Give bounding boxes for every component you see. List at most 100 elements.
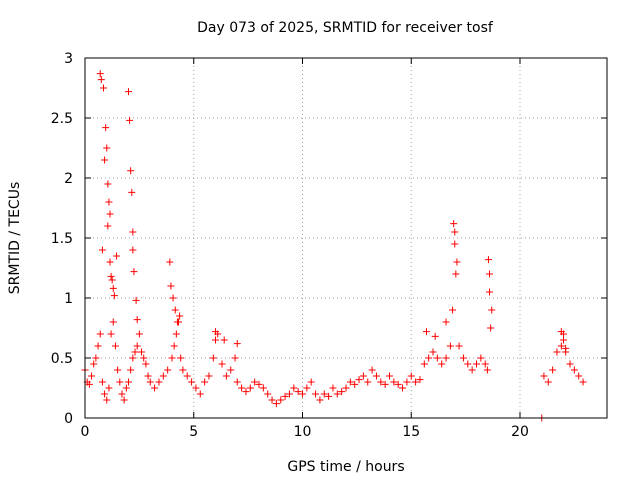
- data-point: [168, 354, 176, 362]
- y-tick-label: 2: [64, 171, 73, 187]
- data-point: [399, 384, 407, 392]
- data-point: [107, 330, 115, 338]
- data-point: [566, 360, 574, 368]
- data-point: [135, 330, 143, 338]
- data-point: [125, 88, 132, 96]
- data-point: [579, 378, 587, 386]
- data-point: [468, 366, 476, 374]
- data-point: [277, 396, 285, 404]
- data-point: [342, 384, 350, 392]
- data-point: [127, 366, 135, 374]
- data-point: [483, 366, 491, 374]
- data-point: [351, 380, 359, 388]
- data-point: [222, 372, 230, 380]
- data-point: [486, 270, 494, 278]
- data-point: [481, 360, 489, 368]
- data-point: [212, 336, 219, 344]
- data-point: [486, 288, 494, 296]
- data-point: [557, 328, 565, 336]
- data-point: [131, 348, 139, 356]
- y-axis-ticks: 0 0.5 1 1.5 2 2.5 3: [51, 51, 607, 427]
- data-point: [449, 306, 457, 314]
- y-axis-label: SRMTID / TECUs: [7, 182, 23, 295]
- data-point: [307, 378, 315, 386]
- data-point: [452, 270, 460, 278]
- data-point: [90, 360, 98, 368]
- data-point: [264, 390, 272, 398]
- data-point: [98, 378, 106, 386]
- data-point: [218, 360, 226, 368]
- data-point: [425, 354, 433, 362]
- data-point: [129, 228, 137, 236]
- data-point: [146, 378, 154, 386]
- x-axis-label: GPS time / hours: [287, 459, 404, 475]
- data-point: [114, 366, 122, 374]
- data-point: [116, 378, 124, 386]
- data-point: [487, 324, 495, 332]
- data-point: [179, 366, 187, 374]
- data-point: [455, 342, 463, 350]
- data-point: [140, 354, 148, 362]
- data-point: [268, 396, 276, 404]
- data-point: [540, 372, 548, 380]
- data-point: [338, 388, 346, 396]
- data-point: [453, 258, 461, 266]
- data-point: [394, 380, 402, 388]
- y-tick-label: 2.5: [51, 111, 73, 127]
- data-point: [442, 354, 450, 362]
- data-point: [450, 220, 458, 228]
- data-point: [303, 384, 311, 392]
- data-point: [299, 390, 306, 398]
- data-point: [251, 378, 259, 386]
- data-point: [102, 124, 110, 132]
- data-point: [459, 354, 467, 362]
- y-tick-label: 0: [64, 411, 73, 427]
- data-point: [562, 344, 570, 352]
- data-point: [377, 378, 385, 386]
- data-point: [109, 318, 117, 326]
- data-point: [212, 328, 219, 336]
- data-point: [129, 246, 137, 254]
- data-point: [166, 258, 174, 266]
- data-point: [105, 198, 113, 206]
- data-point: [104, 222, 112, 230]
- data-point: [477, 354, 485, 362]
- y-tick-label: 1.5: [51, 231, 73, 247]
- x-axis-ticks: 0 5 10 15 20: [81, 58, 529, 440]
- data-point: [316, 396, 324, 404]
- data-point: [429, 348, 437, 356]
- data-point: [104, 180, 112, 188]
- data-point: [96, 330, 104, 338]
- data-point: [183, 372, 191, 380]
- data-point: [422, 328, 430, 336]
- data-point: [246, 384, 254, 392]
- data-point: [125, 378, 132, 386]
- data-point: [329, 384, 337, 392]
- data-point: [488, 306, 496, 314]
- data-point: [133, 316, 141, 324]
- data-point: [110, 292, 118, 300]
- x-tick-label: 0: [81, 424, 90, 440]
- data-point: [111, 342, 119, 350]
- data-point: [171, 306, 179, 314]
- data-point: [133, 342, 141, 350]
- data-point: [97, 76, 105, 84]
- data-point: [451, 240, 459, 248]
- data-point: [346, 378, 354, 386]
- data-point: [201, 378, 209, 386]
- data-series: [81, 70, 587, 422]
- data-point: [484, 256, 492, 264]
- plot-frame: [84, 57, 608, 419]
- data-point: [176, 312, 184, 320]
- data-point: [575, 372, 583, 380]
- data-point: [570, 366, 578, 374]
- data-point: [412, 378, 420, 386]
- data-point: [164, 366, 172, 374]
- data-point: [205, 372, 213, 380]
- data-point: [92, 354, 100, 362]
- data-point: [294, 388, 302, 396]
- data-point: [108, 276, 116, 284]
- data-point: [473, 360, 480, 368]
- y-tick-label: 0.5: [51, 351, 73, 367]
- data-point: [155, 378, 163, 386]
